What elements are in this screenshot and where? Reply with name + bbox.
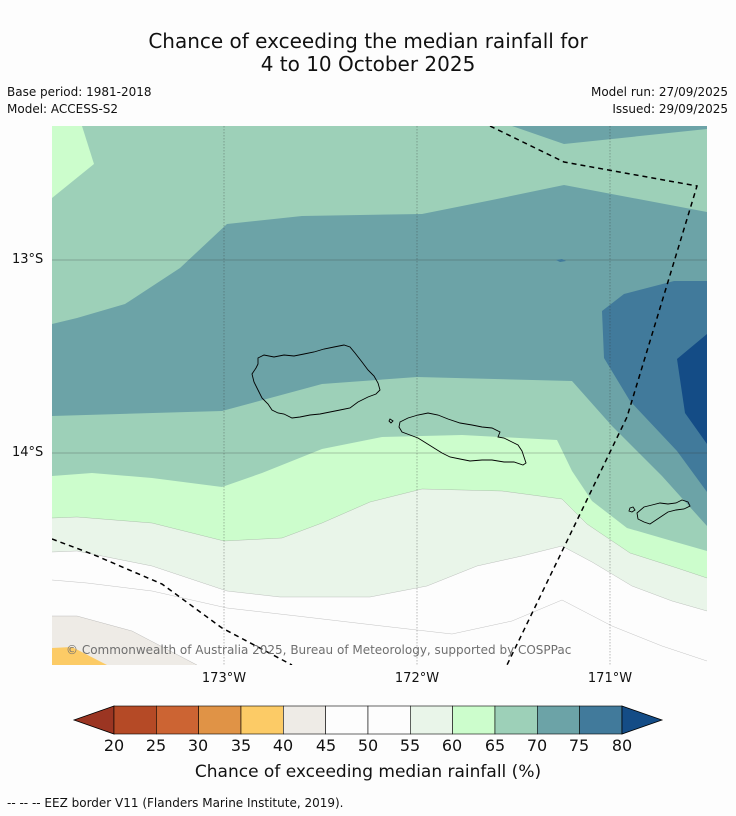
lon-label-172w: 172°W: [394, 671, 440, 686]
band-45-55: [52, 546, 707, 665]
colorbar-segment: [536, 705, 580, 735]
colorbar-tick: 30: [187, 736, 209, 755]
graticule: [52, 126, 707, 665]
island-manono: [388, 418, 394, 424]
band-70-75-top: [512, 126, 707, 144]
band-35-40: [52, 647, 107, 665]
island-tutuila: [636, 499, 691, 525]
lat-label-13s: 13°S: [12, 252, 44, 267]
island-savaii: [251, 344, 381, 419]
rainfall-map: © Commonwealth of Australia 2025, Bureau…: [52, 126, 707, 665]
model-run: Model run: 27/09/2025: [590, 85, 728, 99]
colorbar-tick: 25: [145, 736, 167, 755]
colorbar-tick: 60: [441, 736, 463, 755]
colorbar-segment: [283, 705, 326, 735]
lon-label-173w: 173°W: [201, 671, 247, 686]
meta-left: Base period: 1981-2018 Model: ACCESS-S2: [7, 84, 152, 118]
colorbar-segment: [410, 705, 453, 735]
colorbar-tick: 55: [399, 736, 421, 755]
colorbar-segment: [198, 705, 242, 735]
colorbar-tick: 45: [315, 736, 337, 755]
island-upolu: [398, 412, 527, 466]
colorbar-label: Chance of exceeding median rainfall (%): [194, 762, 542, 782]
colorbar-tick: 75: [568, 736, 590, 755]
colorbar-tick: 50: [357, 736, 379, 755]
map-title: Chance of exceeding the median rainfall …: [0, 30, 736, 76]
eez-legend: -- -- -- EEZ border V11 (Flanders Marine…: [7, 796, 344, 810]
coastlines: [251, 344, 691, 525]
lon-label-171w: 171°W: [587, 671, 633, 686]
copyright-text: © Commonwealth of Australia 2025, Bureau…: [66, 643, 571, 657]
band-40-45: [52, 616, 197, 665]
colorbar-tick: 65: [484, 736, 506, 755]
colorbar-segment: [367, 705, 411, 735]
colorbar-tick: 70: [526, 736, 548, 755]
colorbar-extend-low: [72, 705, 115, 735]
band-above-80: [677, 334, 707, 444]
band-75-80: [602, 281, 707, 492]
meta-right: Model run: 27/09/2025 Issued: 29/09/2025: [591, 84, 728, 118]
colorbar-tick: 35: [230, 736, 252, 755]
colorbar-tick: 20: [103, 736, 125, 755]
colorbar-tick: 80: [611, 736, 633, 755]
band-60-65-topleft: [52, 126, 94, 198]
island-small-1: [628, 506, 636, 513]
colorbar-segment: [156, 705, 199, 735]
colorbar-segment: [325, 705, 369, 735]
colorbar: [72, 705, 664, 735]
issued-date: Issued: 29/09/2025: [612, 102, 728, 116]
base-period: Base period: 1981-2018: [7, 85, 152, 99]
colorbar-segment: [579, 705, 623, 735]
colorbar-extend-high: [621, 705, 664, 735]
speck-13s: [556, 259, 566, 262]
model-name: Model: ACCESS-S2: [7, 102, 119, 116]
colorbar-segment: [494, 705, 538, 735]
title-line-1: Chance of exceeding the median rainfall …: [148, 29, 588, 53]
colorbar-segment: [452, 705, 496, 735]
lat-label-14s: 14°S: [12, 445, 44, 460]
eez-border: [52, 126, 698, 665]
colorbar-segment: [113, 705, 157, 735]
title-line-2: 4 to 10 October 2025: [260, 52, 476, 76]
colorbar-tick: 40: [272, 736, 294, 755]
colorbar-segment: [240, 705, 284, 735]
